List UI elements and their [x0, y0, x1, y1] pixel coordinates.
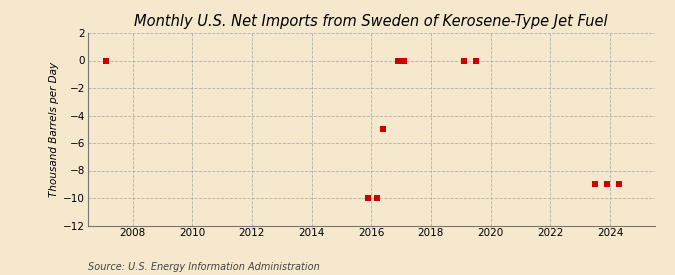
- Point: [378, 127, 389, 131]
- Point: [458, 58, 469, 63]
- Point: [614, 182, 624, 186]
- Y-axis label: Thousand Barrels per Day: Thousand Barrels per Day: [49, 62, 59, 197]
- Point: [393, 58, 404, 63]
- Point: [399, 58, 410, 63]
- Title: Monthly U.S. Net Imports from Sweden of Kerosene-Type Jet Fuel: Monthly U.S. Net Imports from Sweden of …: [134, 14, 608, 29]
- Point: [363, 196, 374, 200]
- Point: [601, 182, 612, 186]
- Point: [590, 182, 601, 186]
- Point: [372, 196, 383, 200]
- Point: [101, 58, 111, 63]
- Point: [470, 58, 481, 63]
- Text: Source: U.S. Energy Information Administration: Source: U.S. Energy Information Administ…: [88, 262, 319, 272]
